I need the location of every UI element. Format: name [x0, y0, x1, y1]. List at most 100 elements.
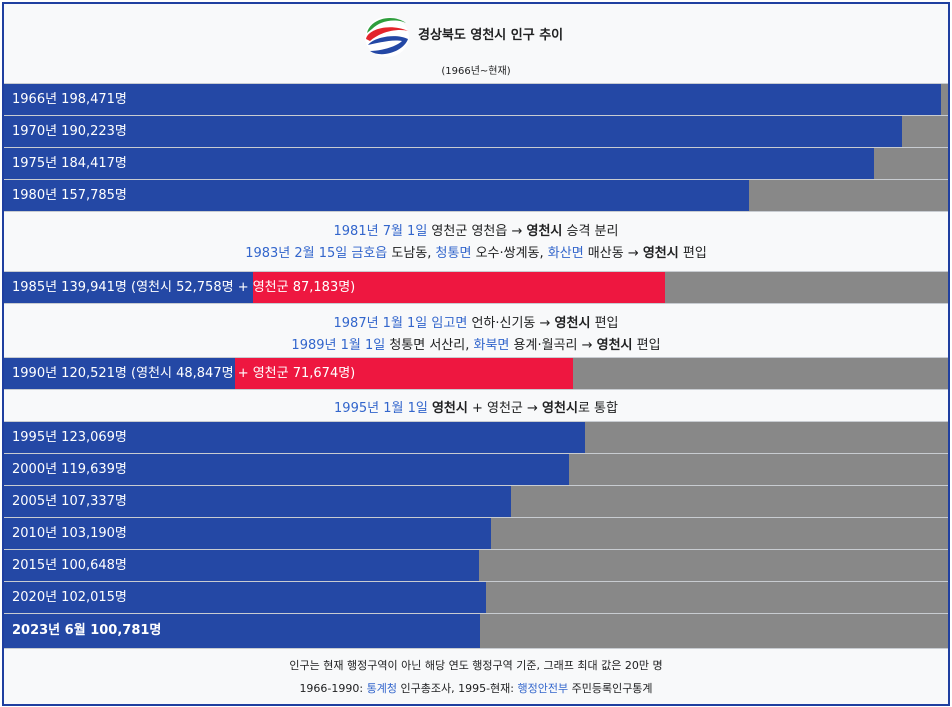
bar-fill-1985-si	[4, 272, 253, 303]
bar-fill-2010	[4, 518, 491, 549]
divider	[4, 303, 948, 304]
note-text: 편입	[632, 338, 661, 353]
bar-fill-1970	[4, 116, 902, 147]
bar-label-1995: 1995년 123,069명	[12, 430, 127, 445]
bar-label-1985-gun: + 영천군 87,183명)	[233, 280, 356, 295]
divider	[4, 211, 948, 212]
bar-label-1990-si: 1990년 120,521명 (영천시 48,847명	[12, 366, 234, 381]
divider	[4, 179, 948, 180]
divider	[4, 421, 948, 422]
note-1995: 1995년 1월 1일 영천시 + 영천군 → 영천시로 통합	[4, 397, 948, 416]
footnote-text: 1966-1990:	[299, 682, 367, 695]
bar-fill-2015	[4, 550, 479, 581]
bar-fill-2005	[4, 486, 511, 517]
note-text: 매산동 →	[583, 246, 643, 261]
divider	[4, 549, 948, 550]
bar-fill-2023	[4, 614, 480, 648]
bar-row-1985: 1985년 139,941명 (영천시 52,758명 + 영천군 87,183…	[4, 272, 948, 303]
note-1981: 1981년 7월 1일 영천군 영천읍 → 영천시 승격 분리	[4, 220, 948, 239]
bar-fill-1975	[4, 148, 874, 179]
link-hwabuk[interactable]: 화북면	[473, 338, 510, 353]
bar-label-1975: 1975년 184,417명	[12, 156, 127, 171]
note-text: 영천군 영천읍 →	[427, 224, 527, 239]
divider	[4, 453, 948, 454]
bar-fill-2000	[4, 454, 569, 485]
divider	[4, 648, 948, 649]
footnote-sources: 1966-1990: 통계청 인구총조사, 1995-현재: 행정안전부 주민등…	[4, 680, 948, 696]
bar-row-2015: 2015년 100,648명	[4, 550, 948, 581]
bar-fill-1995	[4, 422, 585, 453]
footnote-text: 인구총조사, 1995-현재:	[396, 682, 518, 695]
note-bold: 영천시	[431, 401, 468, 416]
bar-row-2005: 2005년 107,337명	[4, 486, 948, 517]
bar-label-1990-gun: + 영천군 71,674명)	[233, 366, 356, 381]
chart-title: 경상북도 영천시 인구 추이	[418, 28, 564, 43]
bar-label-2023: 2023년 6월 100,781명	[12, 623, 162, 638]
bar-label-2000: 2000년 119,639명	[12, 462, 127, 477]
note-text: 로 통합	[577, 401, 618, 416]
divider	[4, 115, 948, 116]
divider	[4, 389, 948, 390]
bar-label-1990: 1990년 120,521명 (영천시 48,847명 + 영천군 71,674…	[12, 358, 355, 389]
link-date-1987[interactable]: 1987년 1월 1일	[333, 316, 428, 331]
bar-label-1985: 1985년 139,941명 (영천시 52,758명 + 영천군 87,183…	[12, 272, 355, 303]
bar-row-1970: 1970년 190,223명	[4, 116, 948, 147]
bar-row-2023: 2023년 6월 100,781명	[4, 614, 948, 648]
bar-fill-1990-si	[4, 358, 235, 389]
note-bold: 영천시	[642, 246, 679, 261]
note-1989: 1989년 1월 1일 청통면 서산리, 화북면 용계·월곡리 → 영천시 편입	[4, 334, 948, 353]
note-text: 도남동,	[387, 246, 436, 261]
bar-row-2000: 2000년 119,639명	[4, 454, 948, 485]
note-bold: 영천시	[596, 338, 633, 353]
link-date-1995[interactable]: 1995년 1월 1일	[334, 401, 428, 416]
divider	[4, 613, 948, 614]
note-bold: 영천시	[542, 401, 578, 416]
bar-fill-1966	[4, 84, 941, 115]
note-text: 편입	[678, 246, 707, 261]
bar-fill-1980	[4, 180, 749, 211]
bar-row-1975: 1975년 184,417명	[4, 148, 948, 179]
bar-row-2010: 2010년 103,190명	[4, 518, 948, 549]
bar-fill-1990-gun	[235, 358, 573, 389]
link-geumho[interactable]: 금호읍	[351, 246, 388, 261]
bar-label-2020: 2020년 102,015명	[12, 590, 127, 605]
note-1987: 1987년 1월 1일 임고면 언하·신기동 → 영천시 편입	[4, 312, 948, 331]
bar-row-1980: 1980년 157,785명	[4, 180, 948, 211]
bar-label-2010: 2010년 103,190명	[12, 526, 127, 541]
bar-label-1970: 1970년 190,223명	[12, 124, 127, 139]
bar-fill-1985-gun	[253, 272, 665, 303]
chart-subtitle: (1966년~현재)	[441, 66, 511, 77]
note-bold: 영천시	[526, 224, 563, 239]
bar-row-2020: 2020년 102,015명	[4, 582, 948, 613]
link-date-1981[interactable]: 1981년 7월 1일	[333, 224, 428, 239]
chart-header: 경상북도 영천시 인구 추이 (1966년~현재)	[4, 4, 948, 84]
footnote-text: 주민등록인구통계	[568, 682, 653, 695]
divider	[4, 83, 948, 84]
link-cheongtong[interactable]: 청통면	[435, 246, 472, 261]
bar-row-1990: 1990년 120,521명 (영천시 48,847명 + 영천군 71,674…	[4, 358, 948, 389]
link-date-1989[interactable]: 1989년 1월 1일	[291, 338, 386, 353]
divider	[4, 581, 948, 582]
bar-label-2015: 2015년 100,648명	[12, 558, 127, 573]
note-text: 편입	[590, 316, 619, 331]
note-bold: 영천시	[554, 316, 591, 331]
link-mois[interactable]: 행정안전부	[517, 682, 569, 695]
link-hwasan[interactable]: 화산면	[547, 246, 584, 261]
note-text: + 영천군 →	[467, 401, 543, 416]
divider	[4, 517, 948, 518]
divider	[4, 485, 948, 486]
note-1983: 1983년 2월 15일 금호읍 도남동, 청통면 오수·쌍계동, 화산면 매산…	[4, 242, 948, 261]
bar-row-1995: 1995년 123,069명	[4, 422, 948, 453]
note-text: 승격 분리	[562, 224, 619, 239]
link-kostat[interactable]: 통계청	[366, 682, 397, 695]
divider	[4, 271, 948, 272]
note-text: 용계·월곡리 →	[509, 338, 597, 353]
note-text: 청통면 서산리,	[385, 338, 474, 353]
bar-label-2005: 2005년 107,337명	[12, 494, 127, 509]
link-imgo[interactable]: 임고면	[431, 316, 468, 331]
link-date-1983[interactable]: 1983년 2월 15일	[245, 246, 348, 261]
divider	[4, 147, 948, 148]
yeongcheon-emblem-icon	[365, 17, 409, 57]
bar-fill-2020	[4, 582, 486, 613]
